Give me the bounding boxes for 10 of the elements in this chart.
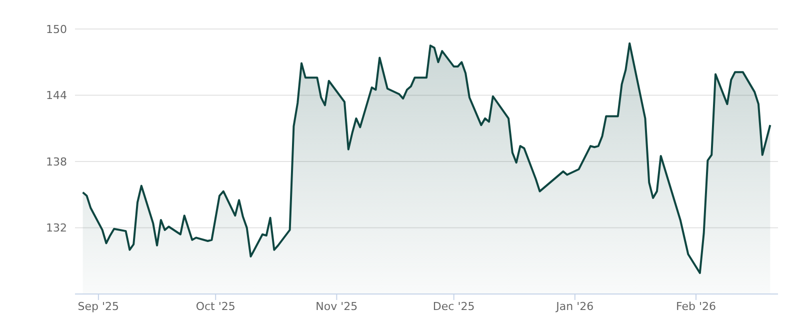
x-tick-label: Jan '26 (555, 300, 594, 313)
x-tick-label: Dec '25 (432, 300, 475, 313)
x-tick-label: Oct '25 (196, 300, 236, 313)
y-tick-label: 138 (46, 155, 67, 168)
x-tick-label: Nov '25 (316, 300, 358, 313)
x-tick-label: Feb '26 (676, 300, 716, 313)
y-tick-label: 144 (46, 89, 67, 102)
y-tick-label: 150 (46, 22, 67, 36)
x-tick-label: Sep '25 (78, 300, 120, 313)
y-tick-label: 132 (46, 222, 67, 235)
